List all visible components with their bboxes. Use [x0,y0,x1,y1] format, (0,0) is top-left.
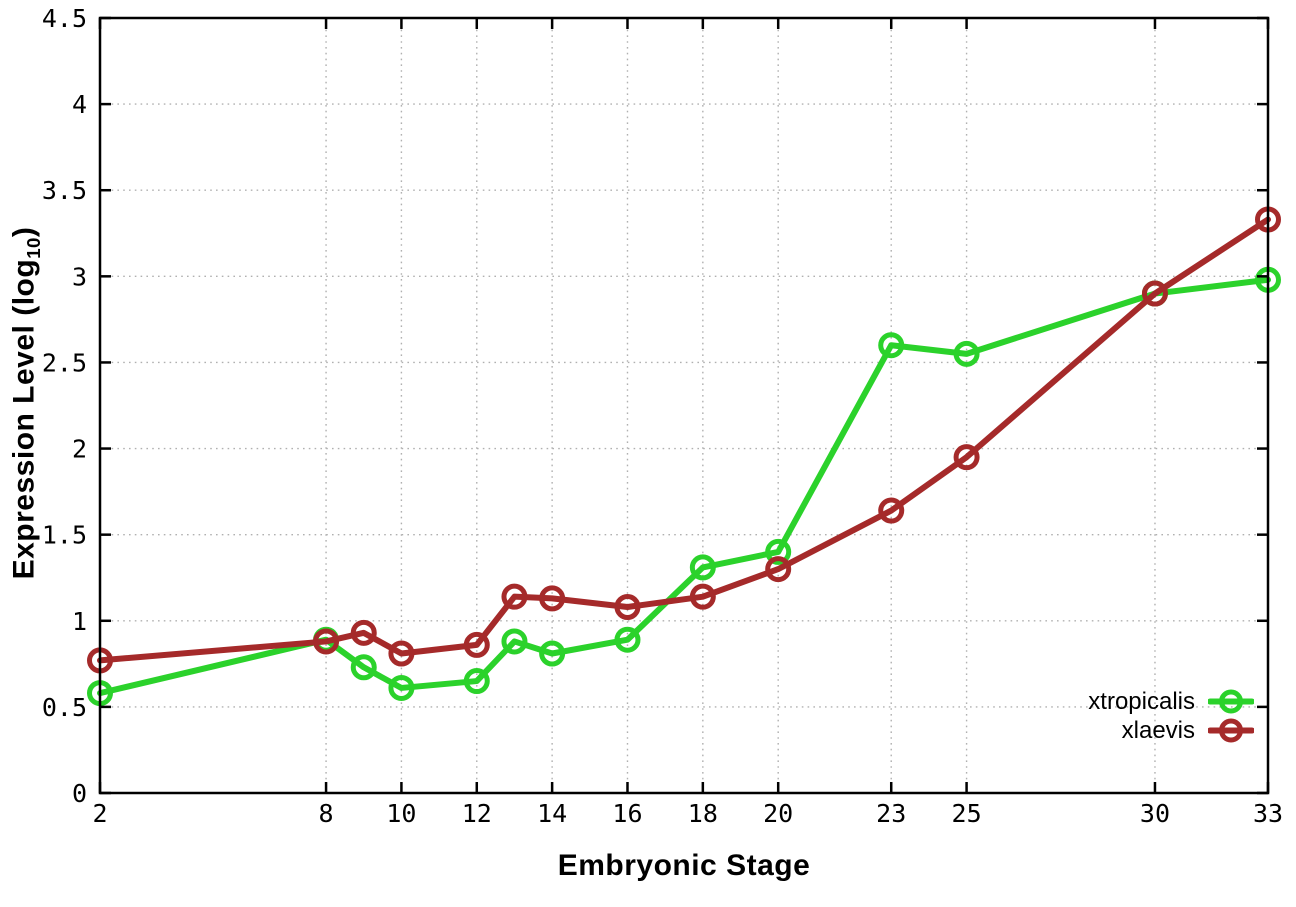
x-tick-label: 8 [319,799,334,828]
tick-marks [98,16,1270,795]
legend-sample-marker [1219,689,1243,714]
legend-sample-marker [1219,718,1243,743]
y-axis-title-suffix: ) [7,226,41,238]
series-xtropicalis [87,266,1281,707]
y-tick-label: 4.5 [42,4,87,33]
data-point-xtropicalis [878,332,905,359]
x-tick-label: 33 [1253,799,1283,828]
y-tick-label: 0 [72,779,87,808]
y-tick-label: 1.5 [42,521,87,550]
data-point-xlaevis [313,628,340,655]
x-tick-label: 12 [462,799,492,828]
data-point-xlaevis [501,583,528,610]
series-xlaevis [87,206,1281,674]
data-point-xtropicalis [689,554,716,581]
x-tick-label: 10 [386,799,416,828]
x-tick-label: 25 [952,799,982,828]
y-tick-label: 0.5 [42,693,87,722]
data-point-xlaevis [1141,280,1168,307]
data-point-xtropicalis [463,668,490,695]
x-tick-label: 18 [688,799,718,828]
x-tick-label: 30 [1140,799,1170,828]
legend-marker-xlaevis-icon [1208,718,1254,743]
data-point-xlaevis [614,594,641,620]
data-point-xtropicalis [388,674,415,701]
legend: xtropicalis xlaevis [1088,687,1254,745]
legend-item-xtropicalis: xtropicalis [1088,687,1254,716]
y-axis-title: Expression Level (log10) [7,227,45,580]
y-tick-label: 4 [72,90,87,119]
data-point-xtropicalis [501,628,528,655]
x-tick-label: 23 [876,799,906,828]
data-point-xlaevis [388,640,415,667]
legend-marker-xtropicalis-icon [1208,689,1254,714]
data-point-xlaevis [689,583,716,610]
y-tick-label: 3.5 [42,176,87,205]
y-tick-label: 2 [72,435,87,464]
data-point-xtropicalis [539,640,566,667]
legend-item-xlaevis: xlaevis [1088,716,1254,745]
series-line-xtropicalis [97,276,1271,697]
x-tick-label: 2 [92,799,107,828]
data-point-xtropicalis [614,626,641,653]
data-point-xlaevis [463,631,490,658]
y-axis-title-subscript: 10 [22,237,44,259]
plot-border [98,16,1270,795]
y-tick-label: 2.5 [42,348,87,377]
data-point-xtropicalis [350,654,377,681]
data-point-xtropicalis [765,538,792,565]
data-point-xlaevis [539,585,566,612]
data-point-xlaevis [765,556,792,583]
legend-label-xtropicalis: xtropicalis [1088,687,1195,715]
y-tick-label: 3 [72,262,87,291]
y-axis-title-prefix: Expression Level (log [7,258,41,580]
data-point-xtropicalis [953,340,980,367]
data-point-xlaevis [350,619,377,646]
x-tick-label: 16 [612,799,642,828]
gridlines [100,18,1268,793]
y-tick-label: 1 [72,607,87,636]
series-line-xlaevis [97,216,1271,664]
data-point-xlaevis [878,497,905,524]
x-tick-label: 20 [763,799,793,828]
x-tick-label: 14 [537,799,567,828]
data-point-xlaevis [953,444,980,471]
legend-label-xlaevis: xlaevis [1121,716,1195,744]
tick-labels: 2 8 10 12 14 16 18 20 23 25 30 33 0 0.5 1 1.5 2 2.5 3 3.5 4 4… [42,4,1283,828]
x-axis-title: Embryonic Stage [557,849,811,882]
